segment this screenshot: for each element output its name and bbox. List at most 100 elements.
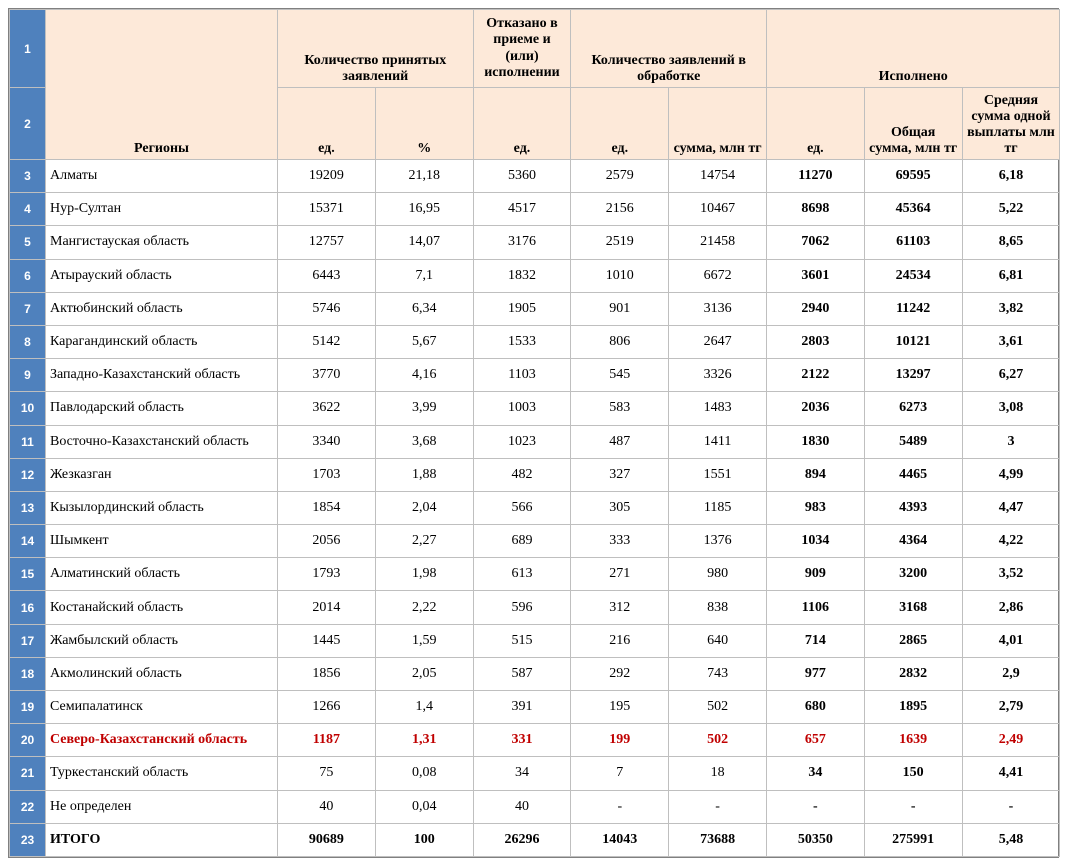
region-cell[interactable]: Павлодарский область (46, 392, 278, 425)
executed-avg[interactable]: 3 (962, 425, 1060, 458)
accepted-percent[interactable]: 6,34 (375, 292, 473, 325)
processing-units[interactable]: 216 (571, 624, 669, 657)
row-number[interactable]: 8 (10, 325, 46, 358)
row-number[interactable]: 1 (10, 10, 46, 88)
executed-sum[interactable]: 4393 (864, 491, 962, 524)
executed-avg[interactable]: 2,86 (962, 591, 1060, 624)
executed-avg[interactable]: 5,22 (962, 193, 1060, 226)
executed-units[interactable]: 7062 (766, 226, 864, 259)
region-cell[interactable]: Нур-Султан (46, 193, 278, 226)
executed-units[interactable]: 8698 (766, 193, 864, 226)
row-number[interactable]: 12 (10, 458, 46, 491)
refused[interactable]: 515 (473, 624, 571, 657)
executed-sum[interactable]: 4364 (864, 525, 962, 558)
header-executed-total[interactable]: Общая сумма, млн тг (864, 88, 962, 160)
accepted-percent[interactable]: 0,08 (375, 757, 473, 790)
executed-units[interactable]: 11270 (766, 160, 864, 193)
executed-avg[interactable]: - (962, 790, 1060, 823)
processing-sum[interactable]: 502 (669, 691, 767, 724)
total-executed-sum[interactable]: 275991 (864, 823, 962, 856)
executed-sum[interactable]: 6273 (864, 392, 962, 425)
accepted-percent[interactable]: 1,98 (375, 558, 473, 591)
executed-avg[interactable]: 4,01 (962, 624, 1060, 657)
executed-avg[interactable]: 6,27 (962, 359, 1060, 392)
executed-sum[interactable]: 2832 (864, 657, 962, 690)
accepted-units[interactable]: 6443 (278, 259, 376, 292)
processing-sum[interactable]: 1376 (669, 525, 767, 558)
accepted-units[interactable]: 2014 (278, 591, 376, 624)
accepted-units[interactable]: 1703 (278, 458, 376, 491)
accepted-percent[interactable]: 3,68 (375, 425, 473, 458)
executed-avg[interactable]: 4,41 (962, 757, 1060, 790)
header-processing-units[interactable]: ед. (571, 88, 669, 160)
row-number[interactable]: 15 (10, 558, 46, 591)
processing-sum[interactable]: 980 (669, 558, 767, 591)
executed-sum[interactable]: - (864, 790, 962, 823)
refused[interactable]: 689 (473, 525, 571, 558)
executed-sum[interactable]: 150 (864, 757, 962, 790)
accepted-units[interactable]: 1793 (278, 558, 376, 591)
executed-units[interactable]: 714 (766, 624, 864, 657)
region-cell[interactable]: Алматы (46, 160, 278, 193)
region-cell[interactable]: Восточно-Казахстанский область (46, 425, 278, 458)
processing-units[interactable]: 545 (571, 359, 669, 392)
accepted-units[interactable]: 5746 (278, 292, 376, 325)
accepted-percent[interactable]: 14,07 (375, 226, 473, 259)
accepted-units[interactable]: 5142 (278, 325, 376, 358)
processing-sum[interactable]: 640 (669, 624, 767, 657)
processing-sum[interactable]: 1551 (669, 458, 767, 491)
refused[interactable]: 587 (473, 657, 571, 690)
region-cell[interactable]: Туркестанский область (46, 757, 278, 790)
total-accepted-units[interactable]: 90689 (278, 823, 376, 856)
row-number[interactable]: 22 (10, 790, 46, 823)
row-number[interactable]: 2 (10, 88, 46, 160)
accepted-units[interactable]: 15371 (278, 193, 376, 226)
executed-units[interactable]: 1034 (766, 525, 864, 558)
accepted-percent[interactable]: 2,04 (375, 491, 473, 524)
accepted-percent[interactable]: 1,31 (375, 724, 473, 757)
processing-sum[interactable]: 14754 (669, 160, 767, 193)
accepted-units[interactable]: 75 (278, 757, 376, 790)
region-cell[interactable]: Западно-Казахстанский область (46, 359, 278, 392)
processing-sum[interactable]: - (669, 790, 767, 823)
header-processing-sum[interactable]: сумма, млн тг (669, 88, 767, 160)
processing-units[interactable]: 312 (571, 591, 669, 624)
accepted-units[interactable]: 3770 (278, 359, 376, 392)
processing-units[interactable]: 195 (571, 691, 669, 724)
row-number[interactable]: 10 (10, 392, 46, 425)
accepted-percent[interactable]: 16,95 (375, 193, 473, 226)
refused[interactable]: 1905 (473, 292, 571, 325)
total-processing-sum[interactable]: 73688 (669, 823, 767, 856)
region-cell[interactable]: Костанайский область (46, 591, 278, 624)
region-cell[interactable]: Не определен (46, 790, 278, 823)
processing-sum[interactable]: 3136 (669, 292, 767, 325)
processing-sum[interactable]: 502 (669, 724, 767, 757)
total-executed-units[interactable]: 50350 (766, 823, 864, 856)
executed-sum[interactable]: 2865 (864, 624, 962, 657)
executed-units[interactable]: 1830 (766, 425, 864, 458)
header-executed[interactable]: Исполнено (766, 10, 1059, 88)
refused[interactable]: 482 (473, 458, 571, 491)
accepted-units[interactable]: 1445 (278, 624, 376, 657)
refused[interactable]: 40 (473, 790, 571, 823)
executed-units[interactable]: 3601 (766, 259, 864, 292)
executed-avg[interactable]: 3,82 (962, 292, 1060, 325)
region-cell[interactable]: Кызылординский область (46, 491, 278, 524)
executed-avg[interactable]: 3,61 (962, 325, 1060, 358)
processing-sum[interactable]: 1483 (669, 392, 767, 425)
processing-units[interactable]: 199 (571, 724, 669, 757)
refused[interactable]: 1003 (473, 392, 571, 425)
executed-units[interactable]: 983 (766, 491, 864, 524)
accepted-units[interactable]: 1187 (278, 724, 376, 757)
row-number[interactable]: 3 (10, 160, 46, 193)
processing-sum[interactable]: 2647 (669, 325, 767, 358)
refused[interactable]: 34 (473, 757, 571, 790)
executed-units[interactable]: 34 (766, 757, 864, 790)
executed-sum[interactable]: 4465 (864, 458, 962, 491)
row-number[interactable]: 19 (10, 691, 46, 724)
total-processing-units[interactable]: 14043 (571, 823, 669, 856)
processing-sum[interactable]: 743 (669, 657, 767, 690)
region-cell[interactable]: Атырауский область (46, 259, 278, 292)
executed-sum[interactable]: 1895 (864, 691, 962, 724)
refused[interactable]: 4517 (473, 193, 571, 226)
